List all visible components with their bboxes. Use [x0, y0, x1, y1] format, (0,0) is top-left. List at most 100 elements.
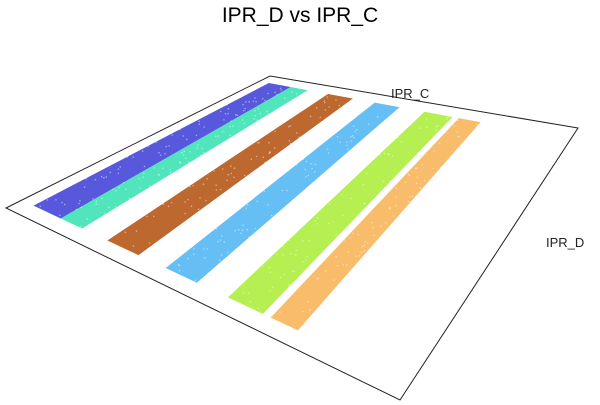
- band-1-point: [85, 178, 87, 180]
- band-5-point: [272, 286, 274, 288]
- band-3-point: [290, 143, 292, 145]
- band-1-point: [227, 113, 229, 115]
- band-1-point: [280, 89, 282, 91]
- band-6-point: [440, 166, 442, 168]
- band-2-point: [189, 151, 191, 153]
- band-1-point: [47, 199, 49, 201]
- band-5-point: [363, 184, 365, 186]
- band-4-point: [248, 236, 250, 238]
- band-3-point: [149, 242, 151, 244]
- band-2-point: [253, 118, 255, 120]
- band-1-point: [253, 100, 255, 102]
- band-3-point: [233, 177, 235, 179]
- band-1-point: [220, 111, 222, 113]
- band-1-point: [248, 101, 250, 103]
- band-2-point: [185, 158, 187, 160]
- band-3-point: [257, 142, 259, 144]
- band-5-point: [289, 284, 291, 286]
- band-1-point: [164, 153, 166, 155]
- band-4-point: [377, 116, 379, 118]
- band-5-point: [295, 254, 297, 256]
- band-6-point: [316, 278, 318, 280]
- band-4-point: [347, 149, 349, 151]
- band-5-point: [363, 202, 365, 204]
- band-2-point: [76, 209, 78, 211]
- band-4-point: [242, 229, 244, 231]
- band-3-point: [184, 201, 186, 203]
- band-5-point: [305, 260, 307, 262]
- band-4-point: [353, 125, 355, 127]
- band-4-point: [194, 280, 196, 282]
- band-3-point: [316, 107, 318, 109]
- band-5-point: [243, 292, 245, 294]
- band-5-point: [365, 203, 367, 205]
- band-2-point: [183, 150, 185, 152]
- band-5-point: [257, 307, 259, 309]
- band-6-point: [373, 235, 375, 237]
- band-5-point: [250, 301, 252, 303]
- band-3-point: [184, 213, 186, 215]
- band-2-point: [230, 135, 232, 137]
- band-4-point: [368, 123, 370, 125]
- band-5-point: [420, 127, 422, 129]
- band-1-point: [55, 199, 57, 201]
- band-1-point: [228, 108, 230, 110]
- band-5-point: [379, 154, 381, 156]
- band-4-point: [204, 257, 206, 259]
- band-2-point: [123, 182, 125, 184]
- band-4-point: [271, 215, 273, 217]
- band-5-point: [401, 141, 403, 143]
- band-5-point: [302, 261, 304, 263]
- band-1-point: [119, 166, 121, 168]
- band-5-point: [288, 285, 290, 287]
- band-5-point: [384, 153, 386, 155]
- band-5-point: [262, 265, 264, 267]
- band-3-point: [146, 216, 148, 218]
- band-5-point: [387, 153, 389, 155]
- band-5-point: [335, 234, 337, 236]
- band-4-point: [207, 248, 209, 250]
- band-3-point: [290, 125, 292, 127]
- band-1-point: [235, 114, 237, 116]
- band-5-point: [392, 155, 394, 157]
- band-4-point: [242, 225, 244, 227]
- band-5-point: [341, 194, 343, 196]
- band-4-point: [223, 241, 225, 243]
- band-4-point: [238, 229, 240, 231]
- band-4-point: [305, 169, 307, 171]
- band-1-point: [78, 203, 80, 205]
- band-2-point: [138, 178, 140, 180]
- band-2-point: [222, 131, 224, 133]
- band-3-point: [298, 136, 300, 138]
- band-3-point: [327, 96, 329, 98]
- band-2-point: [162, 167, 164, 169]
- band-5-point: [308, 240, 310, 242]
- band-4-point: [315, 164, 317, 166]
- band-1-point: [84, 186, 86, 188]
- band-1-point: [64, 204, 66, 206]
- band-5-point: [248, 292, 250, 294]
- band-1-point: [59, 214, 61, 216]
- band-4-point: [305, 176, 307, 178]
- band-6-point: [355, 255, 357, 257]
- band-2-point: [255, 115, 257, 117]
- band-1-point: [156, 141, 158, 143]
- band-4-point: [247, 229, 249, 231]
- band-1-point: [245, 101, 247, 103]
- band-2-point: [242, 119, 244, 121]
- band-6-point: [433, 168, 435, 170]
- band-1-point: [262, 98, 264, 100]
- band-6-point: [325, 270, 327, 272]
- band-2-point: [215, 135, 217, 137]
- band-5-point: [302, 240, 304, 242]
- band-3-point: [310, 116, 312, 118]
- band-5-point: [328, 223, 330, 225]
- band-6-point: [396, 188, 398, 190]
- band-4-point: [221, 235, 223, 237]
- band-3-point: [339, 105, 341, 107]
- band-6-point: [411, 196, 413, 198]
- band-4-point: [219, 260, 221, 262]
- band-2-point: [170, 169, 172, 171]
- band-4-point: [178, 264, 180, 266]
- band-3-point: [220, 189, 222, 191]
